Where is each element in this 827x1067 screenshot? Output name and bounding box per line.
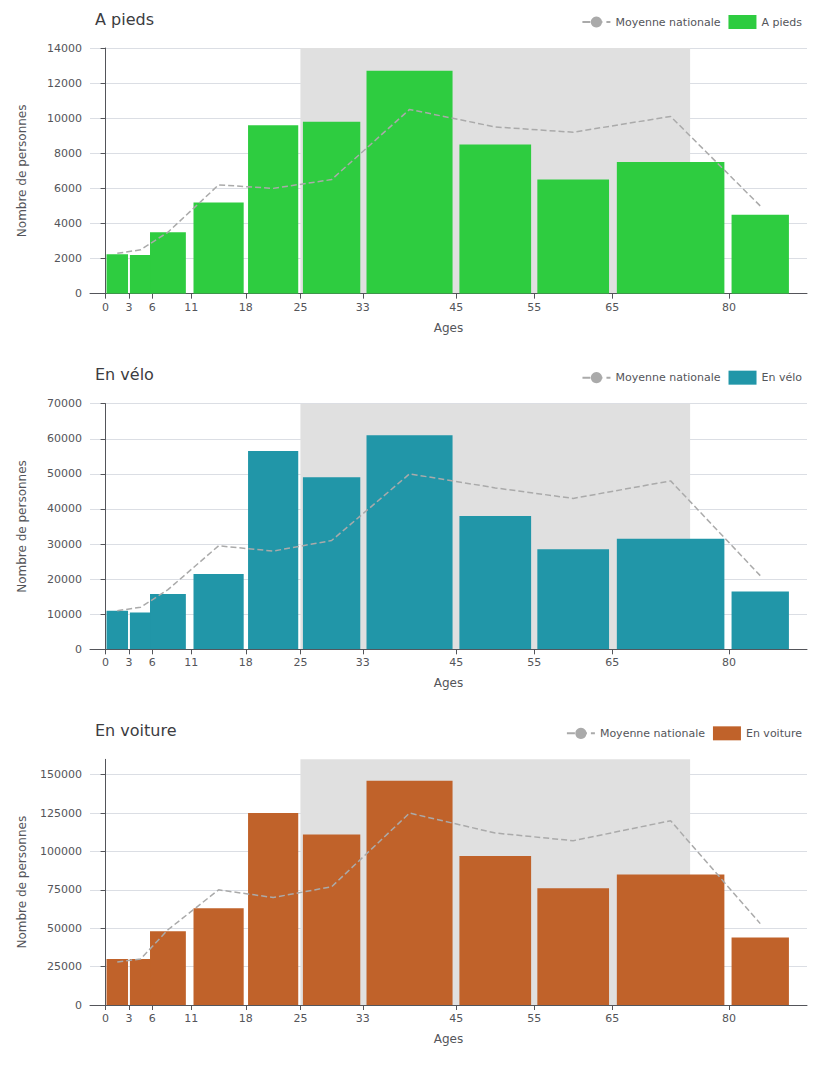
svg-text:60000: 60000 (47, 432, 82, 445)
svg-text:45: 45 (449, 301, 463, 314)
svg-text:Moyenne nationale: Moyenne nationale (615, 16, 720, 29)
svg-text:55: 55 (527, 301, 541, 314)
svg-text:80: 80 (722, 656, 736, 669)
svg-text:25000: 25000 (47, 960, 82, 973)
svg-text:25: 25 (293, 301, 307, 314)
svg-text:20000: 20000 (47, 573, 82, 586)
svg-text:33: 33 (356, 656, 370, 669)
svg-text:33: 33 (356, 1012, 370, 1025)
svg-text:En voiture: En voiture (746, 727, 802, 740)
svg-text:2000: 2000 (54, 252, 82, 265)
svg-text:18: 18 (239, 301, 253, 314)
svg-text:18: 18 (239, 656, 253, 669)
svg-text:65: 65 (605, 301, 619, 314)
svg-text:0: 0 (75, 643, 82, 656)
svg-text:45: 45 (449, 1012, 463, 1025)
svg-text:80: 80 (722, 301, 736, 314)
svg-text:6: 6 (149, 1012, 156, 1025)
svg-text:3: 3 (125, 1012, 132, 1025)
svg-text:Ages: Ages (434, 676, 463, 690)
svg-text:55: 55 (527, 1012, 541, 1025)
svg-text:80: 80 (722, 1012, 736, 1025)
svg-text:75000: 75000 (47, 883, 82, 896)
svg-text:65: 65 (605, 1012, 619, 1025)
svg-text:3: 3 (125, 656, 132, 669)
svg-text:6: 6 (149, 656, 156, 669)
svg-text:4000: 4000 (54, 217, 82, 230)
svg-text:55: 55 (527, 656, 541, 669)
svg-text:8000: 8000 (54, 147, 82, 160)
svg-text:14000: 14000 (47, 42, 82, 55)
svg-text:En vélo: En vélo (95, 365, 154, 384)
svg-text:Nombre de personnes: Nombre de personnes (15, 816, 29, 949)
svg-text:0: 0 (75, 999, 82, 1012)
svg-text:Nombre de personnes: Nombre de personnes (15, 104, 29, 237)
svg-text:40000: 40000 (47, 502, 82, 515)
svg-text:En vélo: En vélo (762, 371, 803, 384)
svg-text:150000: 150000 (40, 768, 82, 781)
svg-text:Moyenne nationale: Moyenne nationale (600, 727, 705, 740)
svg-text:45: 45 (449, 656, 463, 669)
svg-text:0: 0 (102, 301, 109, 314)
svg-text:100000: 100000 (40, 845, 82, 858)
svg-text:A pieds: A pieds (761, 16, 802, 29)
svg-text:3: 3 (125, 301, 132, 314)
svg-text:25: 25 (293, 656, 307, 669)
svg-text:Ages: Ages (434, 321, 463, 335)
svg-text:6: 6 (149, 301, 156, 314)
svg-text:11: 11 (184, 1012, 198, 1025)
svg-text:0: 0 (75, 287, 82, 300)
svg-text:33: 33 (356, 301, 370, 314)
svg-text:11: 11 (184, 301, 198, 314)
svg-text:50000: 50000 (47, 467, 82, 480)
svg-text:En voiture: En voiture (95, 721, 177, 740)
svg-text:10000: 10000 (47, 608, 82, 621)
svg-text:25: 25 (293, 1012, 307, 1025)
svg-text:70000: 70000 (47, 397, 82, 410)
svg-text:A pieds: A pieds (95, 10, 154, 29)
svg-text:125000: 125000 (40, 807, 82, 820)
svg-text:6000: 6000 (54, 182, 82, 195)
svg-text:65: 65 (605, 656, 619, 669)
svg-text:0: 0 (102, 656, 109, 669)
svg-text:30000: 30000 (47, 538, 82, 551)
svg-text:Moyenne nationale: Moyenne nationale (615, 371, 720, 384)
svg-text:11: 11 (184, 656, 198, 669)
svg-text:Ages: Ages (434, 1032, 463, 1046)
svg-text:50000: 50000 (47, 922, 82, 935)
svg-text:0: 0 (102, 1012, 109, 1025)
svg-text:Nombre de personnes: Nombre de personnes (15, 460, 29, 593)
svg-text:18: 18 (239, 1012, 253, 1025)
svg-text:12000: 12000 (47, 77, 82, 90)
svg-text:10000: 10000 (47, 112, 82, 125)
